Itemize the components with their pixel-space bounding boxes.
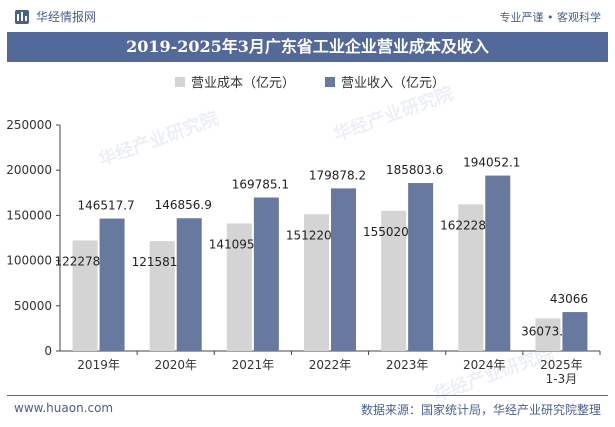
top-bar: 华经情报网 专业严谨 • 客观科学 [0, 0, 615, 32]
legend-item-cost: 营业成本（亿元） [175, 72, 295, 91]
y-tick-label: 200000 [6, 163, 52, 177]
bar-revenue [562, 312, 588, 351]
y-tick-label: 250000 [6, 118, 52, 132]
tagline: 专业严谨 • 客观科学 [499, 11, 601, 24]
legend-swatch-revenue [325, 76, 336, 87]
bar-cost [149, 241, 175, 351]
x-tick-label: 2023年 [386, 358, 429, 372]
data-label-revenue: 185803.6 [386, 163, 443, 177]
data-label-revenue: 146517.7 [77, 199, 134, 213]
y-tick-label: 50000 [14, 299, 52, 313]
data-label-cost: 141095.1 [209, 237, 266, 251]
data-label-revenue: 169785.1 [232, 178, 289, 192]
data-label-cost: 155020.6 [363, 225, 420, 239]
bar-revenue [331, 188, 356, 351]
x-tick-label: 2021年 [232, 358, 275, 372]
legend-label-revenue: 营业收入（亿元） [341, 76, 446, 91]
x-tick-label: 2024年 [463, 358, 506, 372]
data-label-cost: 162228.8 [440, 218, 497, 232]
data-label-revenue: 43066 [550, 292, 588, 306]
data-label-cost: 122278.5 [54, 254, 111, 268]
brand: 华经情报网 [14, 8, 96, 25]
chart-title: 2019-2025年3月广东省工业企业营业成本及收入 [7, 32, 608, 62]
bar-cost [304, 214, 329, 351]
data-label-revenue: 179878.2 [309, 168, 366, 182]
chart-legend: 营业成本（亿元） 营业收入（亿元） [175, 72, 445, 91]
legend-label-cost: 营业成本（亿元） [191, 76, 296, 91]
bar-cost [72, 240, 98, 351]
legend-swatch-cost [175, 76, 185, 87]
data-label-cost: 151220.7 [286, 228, 343, 242]
site-name: 华经情报网 [36, 10, 97, 24]
bar-cost [381, 210, 407, 351]
bar-revenue [176, 218, 202, 351]
bar-revenue [485, 175, 511, 351]
bar-cost [226, 223, 252, 351]
y-tick-label: 0 [44, 344, 52, 358]
x-tick-label: 2022年 [309, 358, 352, 372]
bar-cost [535, 318, 561, 351]
legend-item-revenue: 营业收入（亿元） [325, 72, 445, 91]
x-tick-label: 1-3月 [546, 372, 578, 386]
huajing-logo-icon [15, 9, 29, 24]
footer-divider [7, 395, 608, 396]
bar-revenue [99, 218, 125, 351]
data-label-cost: 36073.4 [521, 324, 571, 338]
x-tick-label: 2019年 [77, 358, 120, 372]
x-tick-label: 2025年 [540, 358, 583, 372]
footer-website: www.huaon.com [14, 401, 114, 415]
data-label-revenue: 194052.1 [463, 156, 520, 170]
x-tick-label: 2020年 [154, 358, 197, 372]
y-tick-label: 150000 [6, 208, 52, 222]
data-label-cost: 121581.9 [132, 255, 189, 269]
bar-revenue [408, 183, 434, 351]
y-tick-label: 100000 [6, 254, 52, 268]
footer-source: 数据来源：国家统计局，华经产业研究院整理 [360, 403, 601, 417]
data-label-revenue: 146856.9 [155, 198, 212, 212]
bar-revenue [253, 197, 279, 351]
bar-cost [458, 204, 484, 351]
